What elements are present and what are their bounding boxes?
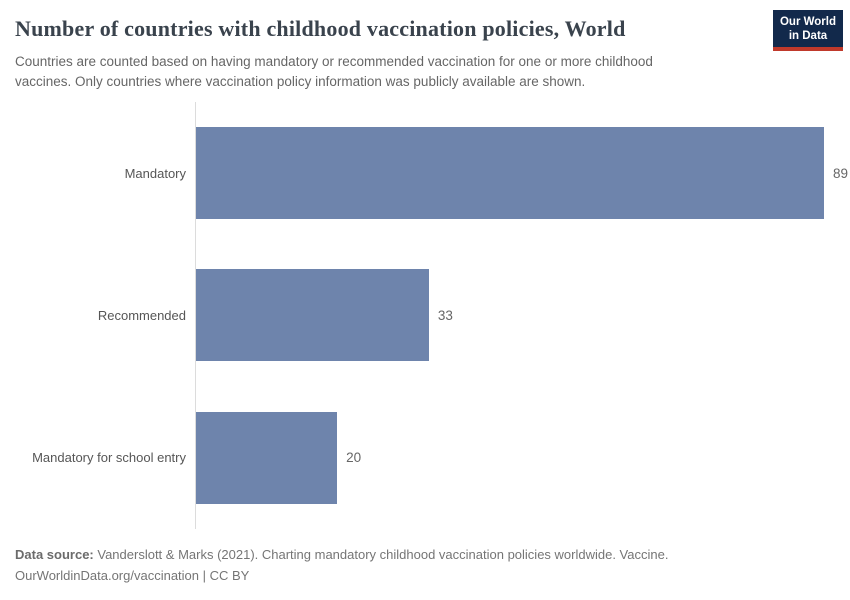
chart-subtitle-line1: Countries are counted based on having ma… xyxy=(15,54,653,69)
bar[interactable] xyxy=(196,411,338,504)
bar-label: Recommended xyxy=(97,307,186,323)
chart-subtitle: Countries are counted based on having ma… xyxy=(15,52,835,92)
chart-footer: Data source: Vanderslott & Marks (2021).… xyxy=(15,544,835,586)
bar[interactable] xyxy=(196,127,824,220)
owid-logo-line1: Our World xyxy=(779,16,836,28)
footer-source-label: Data source: xyxy=(15,547,94,562)
bar-value-label: 20 xyxy=(346,450,362,466)
owid-logo: Our World in Data xyxy=(773,10,843,51)
bar-rows: Mandatory 89 Recommended 33 Mandatory for sc… xyxy=(15,102,848,529)
bar-label: Mandatory xyxy=(124,165,186,181)
chart-title: Number of countries with childhood vacci… xyxy=(15,16,626,41)
bar-row: Recommended 33 xyxy=(15,244,835,386)
bar-value-label: 89 xyxy=(833,165,849,181)
footer-source-text: Vanderslott & Marks (2021). Charting man… xyxy=(97,547,669,562)
bar-track: 89 xyxy=(196,127,849,220)
footer-license[interactable]: OurWorldinData.org/vaccination | CC BY xyxy=(15,568,250,583)
y-axis-line xyxy=(195,102,196,529)
bar-chart: Mandatory 89 Recommended 33 Mandatory for sc… xyxy=(15,102,848,529)
bar-label: Mandatory for school entry xyxy=(32,450,186,466)
bar-value-label: 33 xyxy=(437,307,453,323)
footer-source: Data source: Vanderslott & Marks (2021).… xyxy=(15,544,835,565)
chart-page: Our World in Data Number of countries wi… xyxy=(15,10,848,586)
bar-track: 20 xyxy=(196,411,835,504)
bar-track: 33 xyxy=(196,269,835,362)
bar-row: Mandatory for school entry 20 xyxy=(15,387,835,529)
bar-row: Mandatory 89 xyxy=(15,102,848,244)
bar[interactable] xyxy=(196,269,429,362)
owid-logo-line2: in Data xyxy=(788,30,828,42)
chart-subtitle-line2: vaccines. Only countries where vaccinati… xyxy=(15,74,586,89)
